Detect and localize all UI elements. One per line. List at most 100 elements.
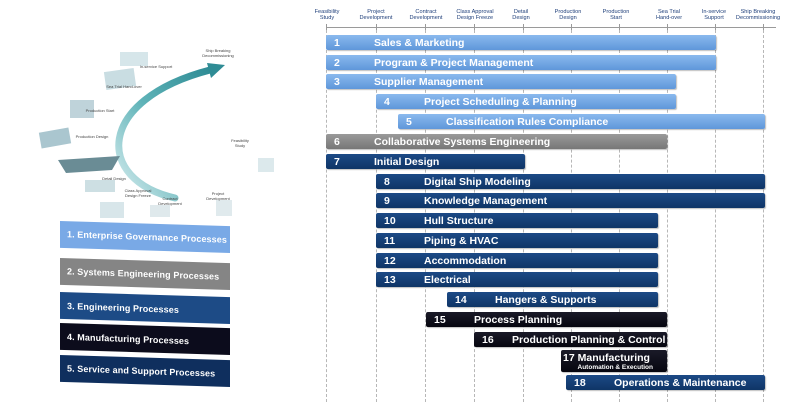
process-bar-16: 16 Production Planning & Control	[474, 332, 667, 347]
process-number: 7	[334, 155, 340, 168]
process-number: 12	[384, 254, 396, 267]
phase-label: Production Design	[554, 9, 582, 22]
lifecycle-arc	[115, 66, 214, 202]
process-number: 6	[334, 135, 340, 148]
category-label: 2. Systems Engineering Processes	[67, 266, 220, 282]
curve-phase-label: Project Development	[206, 191, 230, 201]
curve-phase-label: Class Approval Design Freeze	[125, 188, 152, 198]
tile-feasibility	[258, 158, 274, 172]
process-bar-3: 3 Supplier Management	[326, 74, 676, 89]
process-bar-4: 4 Project Scheduling & Planning	[376, 94, 676, 109]
curve-phase-label: Sea Trial Hand-over	[106, 84, 142, 89]
phase-tick	[571, 24, 572, 30]
process-label: Classification Rules Compliance	[446, 115, 609, 128]
phase-tick	[619, 24, 620, 30]
process-number: 14	[455, 293, 467, 306]
process-number: 8	[384, 175, 390, 188]
process-bar-17: 17 Manufacturing Automation & Execution	[561, 350, 667, 372]
phase-tick	[523, 24, 524, 30]
process-label: Process Planning	[474, 313, 563, 326]
process-bar-15: 15 Process Planning	[426, 312, 667, 327]
phase-tick	[425, 24, 426, 30]
process-label: Program & Project Management	[374, 56, 534, 69]
process-label: Supplier Management	[374, 75, 484, 88]
process-label: Hangers & Supports	[495, 293, 597, 306]
category-3: 3. Engineering Processes	[60, 292, 230, 324]
process-number: 1	[334, 36, 340, 49]
phase-label: Production Start	[602, 9, 630, 22]
process-bar-13: 13 Electrical	[376, 272, 658, 287]
process-bar-9: 9 Knowledge Management	[376, 193, 765, 208]
curve-phase-label: In-service Support	[140, 64, 173, 69]
category-label: 3. Engineering Processes	[67, 301, 179, 315]
phase-tick	[763, 24, 764, 30]
process-label: Operations & Maintenance	[614, 376, 747, 389]
phase-label: Class Approval Design Freeze	[456, 9, 494, 22]
process-bar-12: 12 Accommodation	[376, 253, 658, 268]
process-bar-7: 7 Initial Design	[326, 154, 525, 169]
tile-class-approval	[100, 202, 124, 218]
phase-tick	[715, 24, 716, 30]
process-number: 5	[406, 115, 412, 128]
phase-label: In-service Support	[701, 9, 727, 22]
process-number: 13	[384, 273, 396, 286]
process-bar-14: 14 Hangers & Supports	[447, 292, 658, 307]
process-label: Digital Ship Modeling	[424, 175, 531, 188]
process-label: Manufacturing	[577, 351, 650, 364]
phase-label: Detail Design	[512, 9, 530, 22]
tile-inservice	[120, 52, 148, 66]
tile-production-start	[70, 100, 94, 118]
phase-label: Sea Trial Hand-over	[655, 9, 683, 22]
lifecycle-curve-graphic: Ship Breaking Decommissioning In-service S…	[38, 48, 274, 218]
phase-grid-line	[763, 30, 764, 402]
curve-phase-label: Detail Design	[102, 176, 126, 181]
process-number: 4	[384, 95, 390, 108]
process-number: 9	[384, 194, 390, 207]
curve-phase-label: Production Start	[86, 108, 116, 113]
process-label: Piping & HVAC	[424, 234, 499, 247]
process-number: 15	[434, 313, 446, 326]
process-bar-18: 18 Operations & Maintenance	[566, 375, 765, 390]
category-4: 4. Manufacturing Processes	[60, 323, 230, 355]
category-1: 1. Enterprise Governance Processes	[60, 221, 230, 253]
tile-seatrial	[103, 67, 137, 91]
process-number: 11	[384, 234, 396, 247]
phase-grid-line	[715, 30, 716, 402]
process-bar-1: 1 Sales & Marketing	[326, 35, 716, 50]
process-label: Initial Design	[374, 155, 440, 168]
process-bar-8: 8 Digital Ship Modeling	[376, 174, 765, 189]
phase-tick	[667, 24, 668, 30]
curve-phase-label: Ship Breaking Decommissioning	[202, 48, 234, 58]
ship-model	[58, 156, 120, 173]
tile-contract	[150, 205, 170, 217]
process-label: Hull Structure	[424, 214, 494, 227]
process-number: 3	[334, 75, 340, 88]
process-number: 10	[384, 214, 396, 227]
process-sublabel: Automation & Execution	[577, 363, 653, 371]
phase-grid-line	[667, 30, 668, 402]
process-number: 17	[563, 351, 578, 364]
process-label: Collaborative Systems Engineering	[374, 135, 551, 148]
phase-label: Feasibility Study	[314, 9, 340, 22]
phase-grid-line	[326, 30, 327, 402]
category-label: 1. Enterprise Governance Processes	[67, 229, 227, 245]
phase-label: Ship Breaking Decommissioning	[735, 9, 781, 22]
process-label: Production Planning & Control	[512, 333, 666, 346]
category-2: 2. Systems Engineering Processes	[60, 258, 230, 290]
process-label: Electrical	[424, 273, 471, 286]
process-bar-6: 6 Collaborative Systems Engineering	[326, 134, 667, 149]
process-label: Accommodation	[424, 254, 507, 267]
category-label: 5. Service and Support Processes	[67, 363, 216, 379]
process-number: 18	[574, 376, 586, 389]
timeline-axis	[326, 27, 776, 28]
curve-phase-label: Feasibility Study	[231, 138, 249, 148]
process-label: Project Scheduling & Planning	[424, 95, 577, 108]
curve-phase-label: Production Design	[76, 134, 109, 139]
phase-tick	[376, 24, 377, 30]
phase-tick	[474, 24, 475, 30]
lifecycle-arrowhead	[207, 63, 225, 78]
process-number: 16	[482, 333, 494, 346]
tile-production-design	[38, 127, 72, 149]
process-label: Sales & Marketing	[374, 36, 465, 49]
process-bar-5: 5 Classification Rules Compliance	[398, 114, 765, 129]
